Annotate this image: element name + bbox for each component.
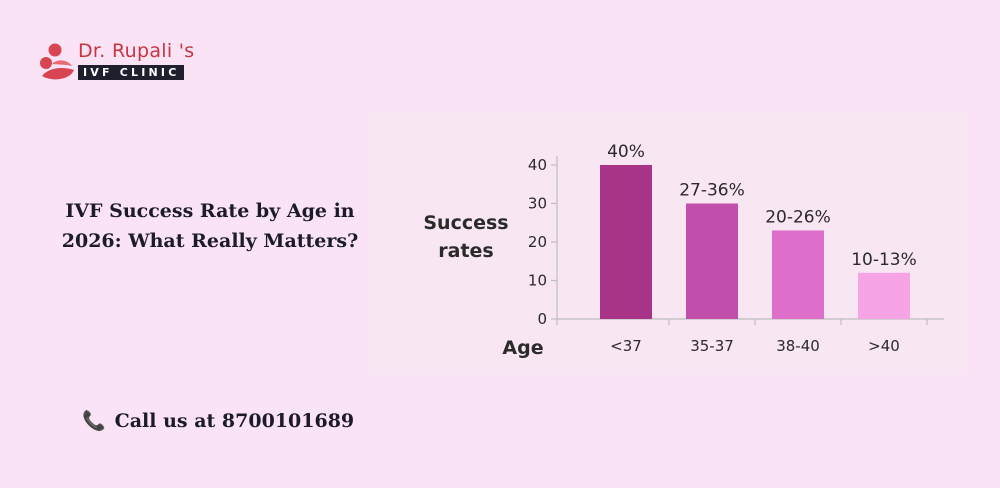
- chart-panel: 0 10 20 30 40 <37 40% 35-37 27-36% 38-40 20-26% >40…: [370, 112, 966, 374]
- clinic-logo[interactable]: Dr. Rupali 's IVF CLINIC: [38, 38, 208, 88]
- data-label: 27-36%: [679, 181, 745, 201]
- bar: [858, 272, 910, 319]
- y-tick-label: 40: [528, 156, 547, 174]
- x-tick-label: <37: [610, 337, 642, 355]
- y-tick-label: 30: [528, 195, 547, 213]
- bar: [686, 203, 738, 319]
- brand-name: Dr. Rupali 's: [78, 40, 195, 62]
- y-tick-label: 10: [528, 272, 547, 290]
- x-tick-label: 38-40: [776, 337, 820, 355]
- title-line-2: 2026: What Really Matters?: [61, 230, 359, 252]
- y-axis-label: Success: [423, 212, 508, 234]
- y-tick-label: 20: [528, 233, 547, 251]
- phone-icon: 📞: [82, 410, 106, 432]
- y-axis-label: rates: [438, 240, 493, 262]
- success-rate-bar-chart: 0 10 20 30 40 <37 40% 35-37 27-36% 38-40 20-26% >40…: [423, 142, 944, 359]
- contact-text: Call us at 8700101689: [114, 410, 355, 432]
- contact-line[interactable]: 📞 Call us at 8700101689: [82, 409, 354, 432]
- data-label: 40%: [607, 142, 645, 162]
- title-line-1: IVF Success Rate by Age in: [65, 200, 355, 222]
- page-title: IVF Success Rate by Age in 2026: What Re…: [50, 196, 370, 256]
- bar: [772, 230, 824, 319]
- y-tick-label: 0: [537, 310, 547, 328]
- data-label: 10-13%: [851, 250, 917, 270]
- x-tick-label: >40: [868, 337, 900, 355]
- x-axis-label: Age: [502, 337, 543, 359]
- data-label: 20-26%: [765, 207, 831, 227]
- x-tick-label: 35-37: [690, 337, 734, 355]
- brand-tagline: IVF CLINIC: [78, 65, 184, 80]
- bar: [600, 165, 652, 319]
- person-logo-icon: [40, 43, 74, 80]
